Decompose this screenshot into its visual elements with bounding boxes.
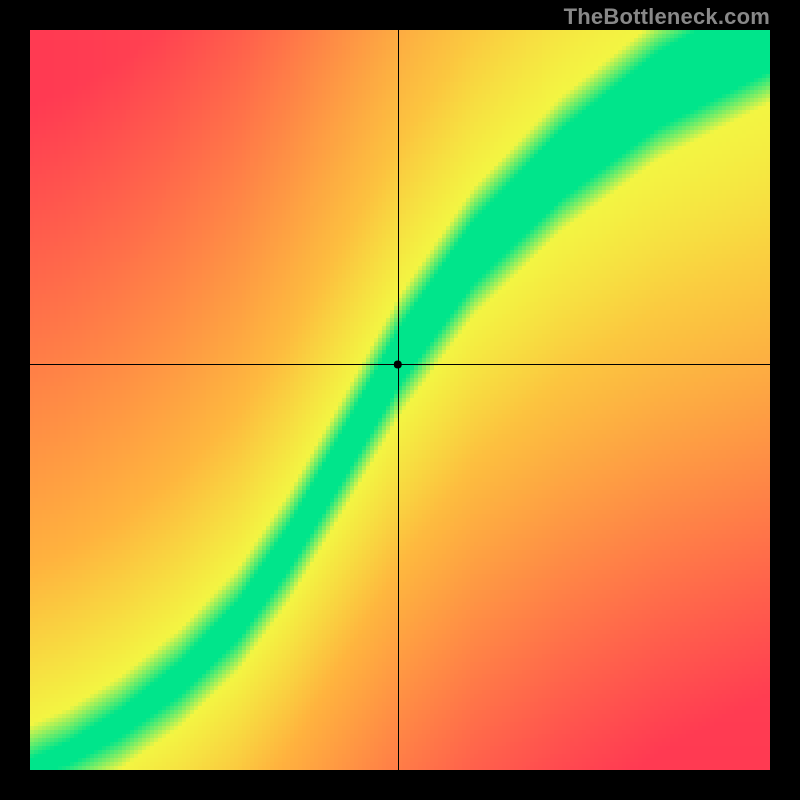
crosshair-overlay [30,30,770,770]
watermark-text: TheBottleneck.com [564,4,770,30]
chart-frame: TheBottleneck.com [0,0,800,800]
heatmap-plot [30,30,770,770]
